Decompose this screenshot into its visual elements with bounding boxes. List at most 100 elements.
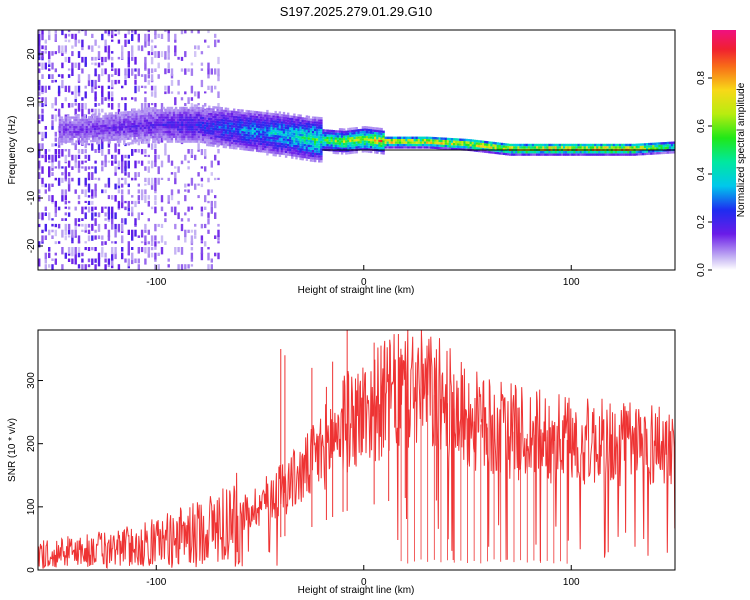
spectrogram-cell (177, 200, 180, 205)
spectrogram-cell (224, 136, 228, 139)
spectrogram-cell (156, 130, 159, 134)
spectrogram-cell (111, 252, 114, 261)
spectrogram-cell (127, 74, 130, 79)
spectrogram-cell (311, 145, 315, 148)
spectrogram-cell (498, 142, 501, 145)
spectrogram-cell (177, 235, 180, 241)
spectrogram-cell (421, 143, 425, 147)
spectrogram-cell (129, 120, 132, 123)
spectrogram-cell (84, 229, 87, 233)
spectrogram-cell (260, 111, 263, 114)
spectrogram-cell (330, 137, 333, 140)
spectrogram-cell (177, 264, 180, 270)
spectrogram-cell (253, 110, 257, 114)
spectrogram-cell (139, 124, 143, 128)
spectrogram-cell (127, 68, 130, 76)
spectrogram-cell (206, 134, 209, 137)
spectrogram-cell (166, 128, 169, 131)
spectrogram-cell (457, 143, 460, 146)
spectrogram-cell (249, 124, 252, 128)
spectrogram-cell (191, 116, 194, 119)
spectrogram-cell (51, 51, 54, 56)
spectrogram-cell (84, 177, 87, 185)
spectrogram-cell (643, 148, 647, 151)
spectrogram-cell (448, 137, 452, 141)
spectrogram-cell (67, 200, 71, 204)
spectrogram-cell (87, 177, 91, 181)
spectrogram-cell (284, 155, 288, 158)
spectrogram-cell (276, 151, 279, 155)
spectrogram-cell (77, 138, 80, 141)
spectrogram-cell (280, 142, 284, 146)
spectrogram-cell (243, 131, 246, 134)
spectrogram-cell (134, 56, 137, 65)
spectrogram-cell (117, 183, 121, 189)
spectrogram-cell (307, 144, 311, 147)
spectrogram-cell (164, 143, 167, 150)
spectrogram-cell (231, 132, 234, 135)
spectrogram-cell (44, 235, 47, 240)
spectrogram-cell (268, 112, 271, 115)
spectrogram-cell (625, 151, 628, 154)
spectrogram-cell (104, 189, 107, 194)
spectrogram-cell (253, 127, 257, 131)
spectrogram-cell (85, 142, 89, 146)
spectrogram-cell (65, 130, 68, 134)
spectrogram-cell (107, 229, 111, 238)
spectrogram-cell (140, 103, 144, 111)
colorbar-tick-label: 0.2 (696, 215, 707, 229)
spectrogram-cell (123, 135, 126, 138)
spectrogram-cell (145, 109, 149, 113)
spectrogram-cell (87, 264, 91, 268)
spectrogram-cell (235, 147, 238, 150)
spectrogram-cell (114, 166, 117, 173)
spectrogram-cell (170, 114, 174, 117)
spectrogram-cell (137, 129, 140, 132)
spectrogram-cell (239, 121, 242, 124)
spectrogram-cell (262, 135, 265, 139)
spectrogram-cell (174, 33, 177, 40)
spectrogram-cell (465, 141, 468, 144)
spectrogram-cell (289, 148, 292, 152)
spectrogram-cell (170, 116, 174, 119)
spectrogram-cell (442, 147, 445, 150)
spectrogram-cell (264, 133, 267, 137)
spectrogram-cell (197, 45, 200, 50)
spectrogram-cell (158, 114, 161, 117)
spectrogram-cell (207, 200, 210, 204)
spectrogram-cell (228, 136, 232, 140)
spectrogram-cell (658, 147, 661, 150)
spectrogram-cell (102, 120, 105, 123)
spectrogram-cell (164, 68, 167, 75)
spectrogram-cell (276, 123, 279, 126)
spectrogram-cell (81, 166, 84, 169)
spectrogram-cell (430, 139, 433, 142)
spectrogram-cell (413, 136, 416, 139)
spectrogram-cell (328, 144, 331, 147)
spectrogram-cell (73, 116, 76, 119)
spectrogram-cell (233, 113, 236, 116)
spectrogram-cell (81, 97, 84, 101)
spectrogram-cell (77, 130, 80, 134)
spectrogram-cell (255, 118, 259, 121)
spectrogram-cell (108, 117, 111, 120)
spectrogram-cell (417, 146, 421, 149)
spectrogram-cell (239, 147, 242, 150)
spectrogram-cell (67, 74, 71, 78)
spectrogram-cell (195, 135, 199, 138)
spectrogram-cell (260, 147, 263, 150)
spectrogram-cell (131, 122, 134, 126)
spectrogram-cell (206, 139, 209, 142)
spectrogram-cell (643, 145, 647, 148)
spectrogram-cell (359, 148, 362, 151)
spectrogram-cell (150, 247, 154, 251)
spectrogram-cell (131, 252, 134, 261)
spectrogram-cell (509, 146, 512, 149)
spectrogram-cell (270, 136, 273, 140)
spectrogram-cell (448, 145, 452, 148)
spectrogram-cell (94, 235, 97, 240)
spectrogram-cell (124, 200, 127, 204)
spectrogram-cell (343, 138, 346, 141)
spectrogram-cell (276, 135, 279, 138)
